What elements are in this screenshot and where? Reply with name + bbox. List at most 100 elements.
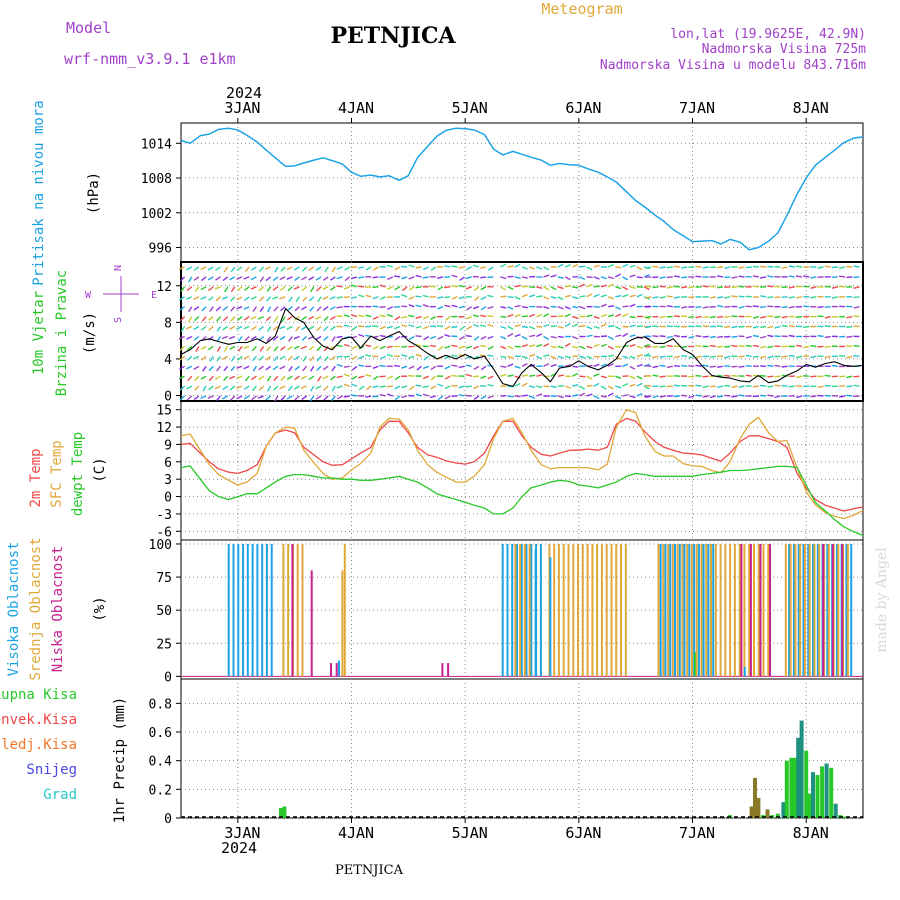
wind-arrow bbox=[752, 395, 759, 398]
wind-arrow bbox=[724, 335, 731, 338]
wind-arrow bbox=[607, 263, 614, 268]
wind-arrow bbox=[466, 306, 473, 311]
wind-arrow bbox=[258, 286, 265, 292]
wind-arrow bbox=[358, 385, 365, 391]
y-tick-label: 8 bbox=[164, 316, 172, 331]
wind-arrow bbox=[310, 385, 315, 392]
wind-arrow bbox=[358, 375, 365, 379]
wind-arrow bbox=[817, 315, 824, 318]
wind-arrow bbox=[178, 266, 185, 270]
wind-arrow bbox=[207, 266, 214, 271]
wind-arrow bbox=[514, 365, 521, 369]
y-tick-label: 0.6 bbox=[149, 726, 172, 741]
wind-arrow bbox=[521, 276, 529, 279]
wind-arrow bbox=[236, 276, 243, 280]
wind-arrow bbox=[557, 345, 564, 349]
wind-arrow bbox=[259, 276, 265, 283]
wind-arrow bbox=[507, 313, 514, 318]
wind-arrow bbox=[301, 276, 307, 281]
wind-arrow bbox=[308, 315, 315, 320]
wind-arrow bbox=[528, 395, 536, 399]
wind-arrow bbox=[216, 316, 222, 322]
wind-arrow bbox=[207, 345, 214, 351]
wind-arrow bbox=[593, 395, 600, 400]
wind-arrow bbox=[688, 375, 695, 378]
wind-arrow bbox=[458, 365, 465, 369]
wind-arrow bbox=[600, 323, 607, 328]
wind-arrow bbox=[444, 375, 451, 380]
wind-arrow bbox=[795, 344, 803, 348]
wind-arrow bbox=[774, 296, 781, 299]
wind-arrow bbox=[571, 372, 579, 377]
wind-arrow bbox=[258, 375, 265, 381]
wind-arrow bbox=[451, 296, 458, 300]
wind-arrow bbox=[521, 293, 528, 298]
wind-arrow bbox=[208, 316, 214, 321]
wind-arrow bbox=[293, 266, 300, 271]
wind-arrow bbox=[622, 355, 629, 359]
wind-arrow bbox=[666, 266, 673, 269]
wind-arrow bbox=[365, 385, 372, 391]
wind-arrow bbox=[600, 363, 607, 367]
wind-arrow bbox=[322, 375, 329, 380]
wind-arrow bbox=[336, 395, 343, 400]
wind-arrow bbox=[236, 266, 243, 271]
wind-arrow bbox=[839, 266, 846, 269]
wind-arrow bbox=[507, 374, 514, 377]
wind-arrow bbox=[521, 325, 529, 329]
wind-arrow bbox=[514, 296, 521, 300]
wind-arrow bbox=[507, 275, 514, 278]
wind-arrow bbox=[543, 296, 550, 300]
wind-arrow bbox=[643, 343, 650, 348]
wind-arrow bbox=[652, 296, 659, 299]
precip-bar bbox=[282, 806, 287, 818]
wind-arrow bbox=[666, 305, 673, 308]
wind-arrow bbox=[846, 335, 853, 338]
dewpt-line bbox=[180, 465, 864, 537]
wind-arrow bbox=[473, 385, 480, 390]
wind-arrow bbox=[629, 294, 636, 298]
wind-arrow bbox=[444, 385, 451, 390]
wind-arrow bbox=[195, 346, 200, 352]
wind-arrow bbox=[695, 355, 702, 359]
bottom-day-label: 4JAN bbox=[338, 824, 374, 842]
wind-arrow bbox=[681, 266, 688, 269]
wind-arrow bbox=[437, 335, 444, 340]
wind-arrow bbox=[437, 383, 444, 387]
wind-arrow bbox=[336, 344, 343, 348]
wind-arrow bbox=[465, 315, 472, 320]
wind-arrow bbox=[629, 355, 636, 359]
wind-arrow bbox=[514, 345, 521, 348]
wind-arrow bbox=[695, 325, 702, 328]
wind-arrow bbox=[543, 385, 550, 388]
wind-arrow bbox=[614, 355, 621, 360]
wind-arrow bbox=[760, 306, 767, 309]
wind-arrow bbox=[695, 315, 702, 319]
wind-arrow bbox=[695, 394, 702, 397]
y-tick-label: 0 bbox=[164, 670, 172, 685]
watermark: made by Angel bbox=[874, 547, 890, 653]
wind-arrow bbox=[659, 296, 666, 299]
wind-arrow bbox=[422, 276, 429, 279]
wind-arrow bbox=[273, 385, 279, 391]
wind-arrow bbox=[788, 354, 795, 357]
wind-arrow bbox=[188, 306, 193, 313]
wind-arrow bbox=[310, 286, 315, 293]
wind-arrow bbox=[265, 365, 272, 371]
wind-arrow bbox=[451, 384, 458, 387]
wind-arrow bbox=[187, 375, 193, 382]
wind-arrow bbox=[230, 395, 236, 401]
wind-arrow bbox=[308, 345, 315, 351]
wind-arrow bbox=[394, 266, 401, 271]
wind-arrow bbox=[795, 296, 803, 299]
wind-arrow bbox=[781, 324, 788, 328]
wind-arrow bbox=[409, 385, 415, 391]
wind-arrow bbox=[444, 365, 451, 370]
wind-arrow bbox=[695, 384, 702, 387]
wind-arrow bbox=[408, 374, 415, 377]
wind-arrow bbox=[536, 374, 543, 377]
compass-e: E bbox=[151, 290, 157, 301]
wind-arrow bbox=[702, 306, 709, 309]
wind-arrow bbox=[846, 375, 853, 379]
wind-arrow bbox=[287, 355, 293, 362]
